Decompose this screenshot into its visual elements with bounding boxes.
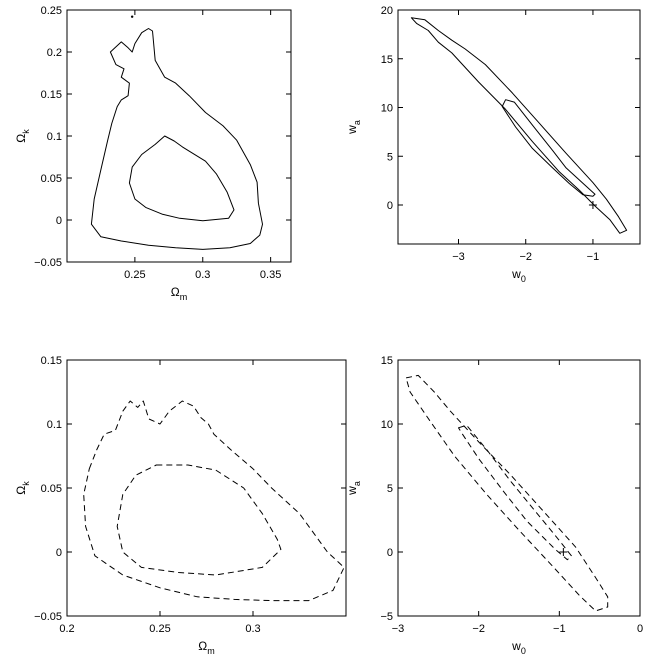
fiducial-marker: [588, 201, 597, 209]
y-axis-label: wa: [345, 481, 362, 496]
x-tick-label: −2: [472, 623, 485, 635]
x-axis-label: w0: [511, 639, 526, 656]
x-tick-label: 0.2: [59, 623, 74, 635]
x-tick-label: −3: [392, 623, 405, 635]
y-tick-label: 0.05: [41, 173, 62, 185]
x-axis-label: Ωm: [171, 285, 187, 302]
y-tick-label: 0.1: [47, 131, 62, 143]
contour-inner: [116, 464, 282, 576]
fiducial-marker: [559, 548, 568, 556]
x-axis-label: Ωm: [198, 639, 214, 656]
plot-frame: [66, 9, 292, 263]
contour-inner: [501, 99, 596, 197]
x-tick-label: −3: [452, 251, 465, 263]
contour-inner: [128, 135, 235, 222]
y-tick-label: 5: [387, 151, 393, 163]
x-tick-label: 0.3: [195, 269, 210, 281]
x-tick-label: 0.25: [124, 269, 145, 281]
plot-frame: [397, 9, 641, 245]
y-tick-label: 0.05: [41, 483, 62, 495]
panel-2: −3 −2 −1 0 5 10 15 20 w0 wa: [345, 5, 641, 284]
panel-1: 0.25 0.3 0.35 −0.05 0 0.05 0.1 0.15 0.2 0.25 Ωm Ωk: [14, 5, 292, 302]
y-axis-label: Ωk: [14, 481, 31, 495]
x-tick-label: −1: [587, 251, 600, 263]
contour-inner: [458, 424, 572, 561]
y-tick-label: −5: [380, 611, 393, 623]
panel-3: 0.2 0.25 0.3 −0.05 0 0.05 0.1 0.15 Ωm Ωk: [14, 355, 347, 656]
x-axis-label: w0: [511, 267, 526, 284]
y-tick-label: −0.05: [34, 257, 62, 269]
y-tick-label: 10: [381, 419, 393, 431]
y-tick-label: 0: [56, 215, 62, 227]
y-tick-label: 0.2: [47, 47, 62, 59]
plot-frame: [66, 359, 347, 617]
y-tick-label: 0: [387, 200, 393, 212]
x-tick-label: −2: [519, 251, 532, 263]
x-tick-label: 0.35: [260, 269, 281, 281]
x-tick-label: −1: [553, 623, 566, 635]
x-tick-label: 0.3: [245, 623, 260, 635]
contour-outer: [83, 400, 345, 602]
contour-outer: [405, 374, 609, 612]
point-marker: [130, 15, 134, 18]
panel-4: −3 −2 −1 0 −5 0 5 10 15 w0 wa: [345, 355, 643, 656]
y-tick-label: 0.15: [41, 89, 62, 101]
y-tick-label: 0.1: [47, 419, 62, 431]
y-tick-label: 0.25: [41, 5, 62, 17]
plot-frame: [397, 359, 641, 617]
y-axis-label: Ωk: [14, 129, 31, 143]
x-tick-label: 0: [637, 623, 643, 635]
x-tick-label: 0.25: [149, 623, 170, 635]
y-tick-label: 15: [381, 54, 393, 66]
y-tick-label: 15: [381, 355, 393, 367]
y-tick-label: −0.05: [34, 611, 62, 623]
contour-outer: [410, 17, 628, 234]
y-tick-label: 5: [387, 483, 393, 495]
contour-outer: [90, 28, 263, 250]
y-tick-label: 20: [381, 5, 393, 17]
y-tick-label: 0.15: [41, 355, 62, 367]
y-tick-label: 10: [381, 103, 393, 115]
y-tick-label: 0: [387, 547, 393, 559]
y-tick-label: 0: [56, 547, 62, 559]
y-axis-label: wa: [345, 120, 362, 135]
